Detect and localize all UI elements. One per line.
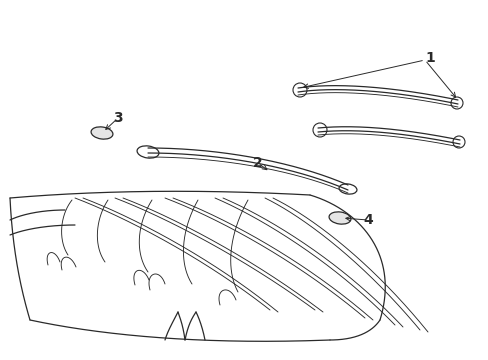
Text: 2: 2	[253, 156, 263, 170]
Text: 4: 4	[363, 213, 372, 227]
Text: 3: 3	[113, 111, 122, 125]
Ellipse shape	[328, 212, 350, 224]
Text: 1: 1	[424, 51, 434, 65]
Ellipse shape	[91, 127, 113, 139]
